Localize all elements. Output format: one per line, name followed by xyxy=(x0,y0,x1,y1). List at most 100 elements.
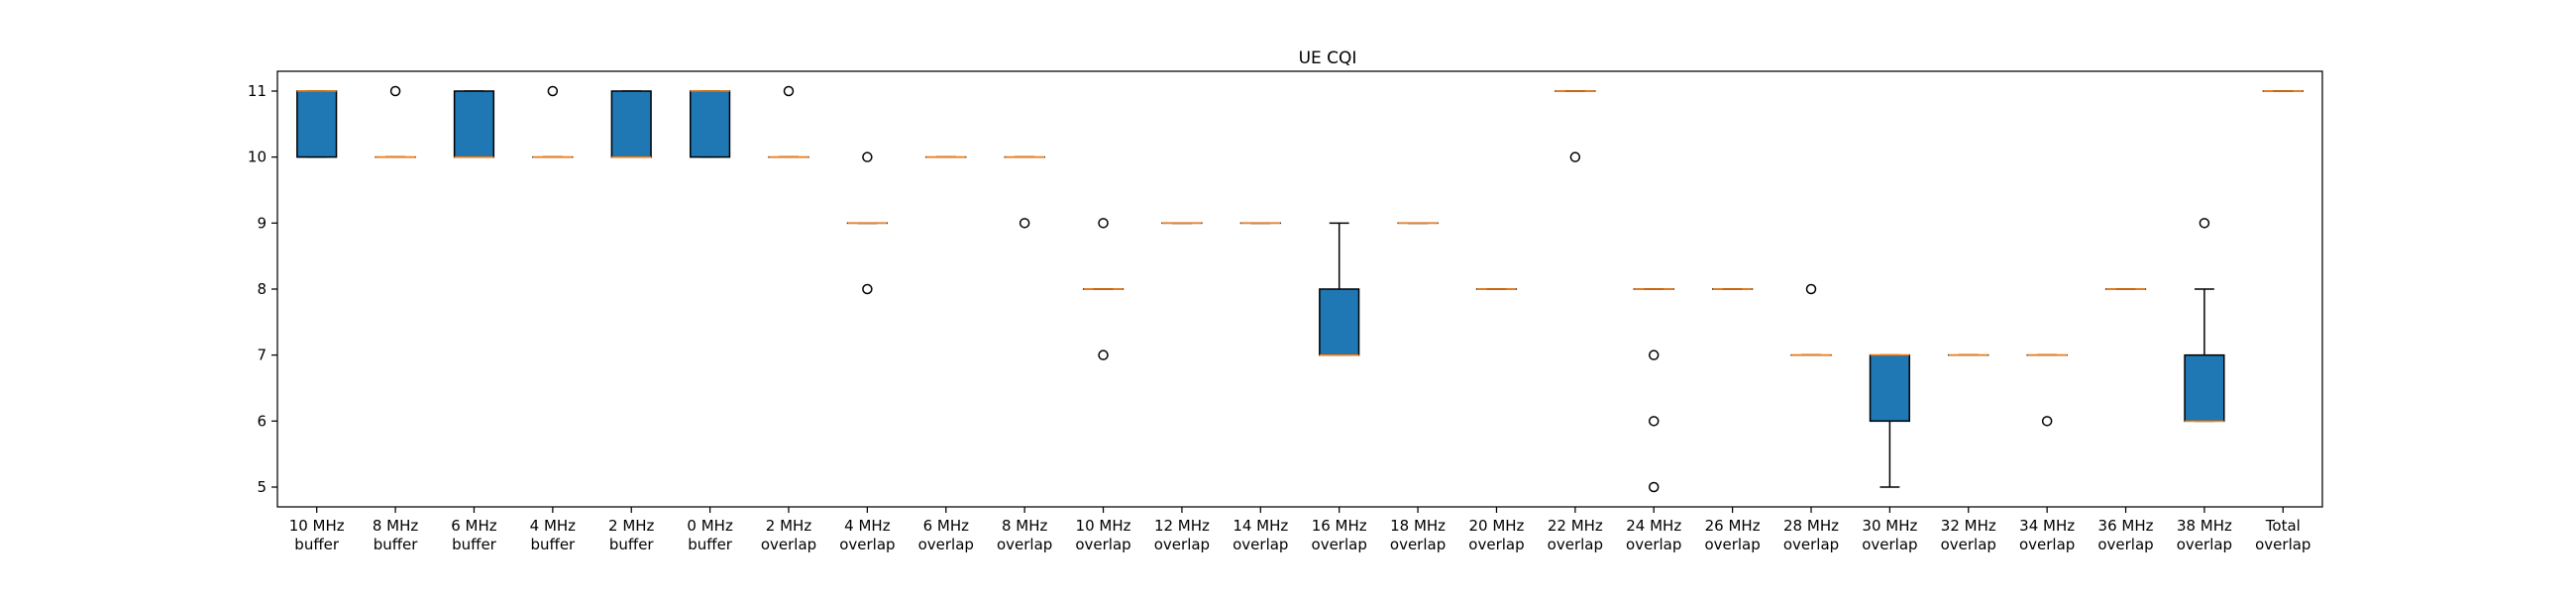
x-tick-label: 0 MHz xyxy=(687,517,733,535)
x-tick-label: 38 MHz xyxy=(2177,517,2232,535)
box-group xyxy=(375,85,416,158)
x-tick-label: 34 MHz xyxy=(2019,517,2075,535)
box-group xyxy=(768,85,809,158)
x-tick-label: overlap xyxy=(1783,536,1839,553)
box-group xyxy=(296,90,338,158)
box-group xyxy=(1319,222,1360,356)
x-tick-label: 20 MHz xyxy=(1468,517,1524,535)
outlier-point xyxy=(1098,349,1109,360)
x-tick-label: 14 MHz xyxy=(1233,517,1288,535)
y-tick-label: 10 xyxy=(248,148,267,166)
box-body xyxy=(296,90,338,158)
x-tick-label: 26 MHz xyxy=(1705,517,1761,535)
box-body xyxy=(2184,353,2225,423)
x-tick-label: 6 MHz xyxy=(451,517,497,535)
x-tick-label: 12 MHz xyxy=(1154,517,1210,535)
outlier-point xyxy=(1648,349,1660,360)
x-tick-label: overlap xyxy=(1075,536,1130,553)
x-tick-label: 32 MHz xyxy=(1941,517,1996,535)
x-tick-label: overlap xyxy=(1468,536,1524,553)
box-group xyxy=(1004,155,1045,229)
box-group xyxy=(1633,288,1674,493)
box-group xyxy=(2026,353,2068,427)
x-tick-label: overlap xyxy=(1154,536,1210,553)
x-tick-label: 2 MHz xyxy=(608,517,655,535)
x-tick-label: overlap xyxy=(761,536,816,553)
outlier-point xyxy=(1569,151,1581,162)
box-group xyxy=(846,151,888,295)
x-tick-label: Total xyxy=(2265,517,2301,535)
outlier-point xyxy=(389,85,401,97)
y-axis: 5 6 7 8 9 10 11 xyxy=(248,82,277,496)
box-group xyxy=(532,85,574,158)
x-tick-label: 30 MHz xyxy=(1862,517,1917,535)
x-tick-label: overlap xyxy=(2255,536,2310,553)
y-tick-label: 11 xyxy=(248,82,267,100)
x-tick-label: 10 MHz xyxy=(1076,517,1131,535)
x-tick-label: overlap xyxy=(1390,536,1446,553)
y-tick-label: 9 xyxy=(257,214,267,232)
x-tick-label: overlap xyxy=(2097,536,2153,553)
box-group xyxy=(1555,90,1596,162)
y-tick-label: 8 xyxy=(257,280,267,298)
outlier-point xyxy=(1098,218,1109,229)
box-body xyxy=(1869,353,1910,423)
box-group xyxy=(1082,218,1125,360)
box-body xyxy=(453,90,495,158)
outlier-point xyxy=(1805,283,1817,295)
box-group xyxy=(610,90,652,158)
x-tick-label: overlap xyxy=(2177,536,2232,553)
box-body xyxy=(690,90,731,158)
x-tick-label: 36 MHz xyxy=(2098,517,2154,535)
x-tick-label: 4 MHz xyxy=(844,517,891,535)
outlier-point xyxy=(862,283,873,295)
x-tick-label: buffer xyxy=(609,536,655,553)
x-tick-label: 10 MHz xyxy=(289,517,345,535)
x-tick-label: 6 MHz xyxy=(923,517,970,535)
x-tick-label: buffer xyxy=(688,536,733,553)
x-tick-label: overlap xyxy=(918,536,974,553)
box-group xyxy=(1869,353,1910,488)
x-tick-label: buffer xyxy=(294,536,340,553)
box-group xyxy=(2184,218,2225,423)
plot-area-frame xyxy=(276,70,2323,508)
outlier-point xyxy=(2199,218,2210,229)
chart-title: UE CQI xyxy=(1299,49,1357,68)
x-tick-label: overlap xyxy=(1704,536,1760,553)
x-tick-label: overlap xyxy=(1626,536,1681,553)
outlier-point xyxy=(1648,416,1660,427)
x-tick-label: overlap xyxy=(1548,536,1603,553)
x-tick-label: overlap xyxy=(839,536,895,553)
x-tick-label: 8 MHz xyxy=(1002,517,1048,535)
boxes-layer xyxy=(296,85,2304,493)
y-tick-label: 7 xyxy=(257,346,267,364)
x-tick-label: overlap xyxy=(1233,536,1288,553)
x-tick-label: overlap xyxy=(1312,536,1367,553)
outlier-point xyxy=(2041,416,2053,427)
x-tick-label: buffer xyxy=(530,536,576,553)
x-tick-label: overlap xyxy=(1941,536,1996,553)
box-body xyxy=(610,90,652,158)
outlier-point xyxy=(862,151,873,162)
x-tick-label: 18 MHz xyxy=(1390,517,1446,535)
box-body xyxy=(1319,288,1360,356)
outlier-point xyxy=(1019,218,1030,229)
x-tick-label: buffer xyxy=(374,536,419,553)
x-tick-label: overlap xyxy=(1862,536,1917,553)
x-tick-label: 28 MHz xyxy=(1783,517,1839,535)
x-tick-label: 8 MHz xyxy=(373,517,419,535)
box-group xyxy=(690,90,731,158)
x-tick-label: 22 MHz xyxy=(1548,517,1603,535)
x-tick-label: overlap xyxy=(997,536,1052,553)
y-tick-label: 6 xyxy=(257,412,267,430)
outlier-point xyxy=(1648,481,1660,493)
x-tick-label: overlap xyxy=(2019,536,2075,553)
x-tick-label: 16 MHz xyxy=(1312,517,1367,535)
x-tick-label: 24 MHz xyxy=(1626,517,1681,535)
x-tick-label: 2 MHz xyxy=(766,517,812,535)
box-group xyxy=(1790,283,1832,356)
x-tick-label: 4 MHz xyxy=(530,517,577,535)
box-group xyxy=(453,90,495,158)
